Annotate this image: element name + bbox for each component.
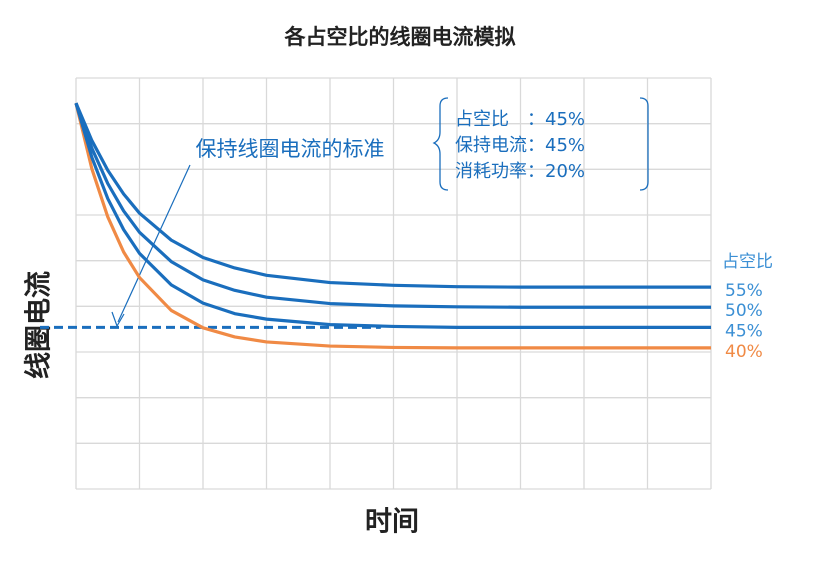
info-line: 占空比 ：45% xyxy=(455,109,585,130)
info-bracket-left xyxy=(432,97,449,191)
legend-label: 45% xyxy=(725,321,763,341)
annotation-arrow xyxy=(117,164,191,323)
info-bracket-right xyxy=(639,97,649,191)
series-line xyxy=(74,102,711,329)
series-line xyxy=(74,102,711,289)
info-line: 消耗功率：20% xyxy=(455,161,585,182)
series-line xyxy=(74,102,711,309)
info-line: 保持电流：45% xyxy=(455,135,585,156)
x-axis-label: 时间 xyxy=(365,507,419,538)
series-line xyxy=(74,102,711,350)
y-axis-label: 线圈电流 xyxy=(24,271,55,379)
grid xyxy=(75,77,712,490)
legend-title: 占空比 xyxy=(722,252,773,272)
chart-title: 各占空比的线圈电流模拟 xyxy=(284,25,516,49)
reference-label: 保持线圈电流的标准 xyxy=(196,137,385,161)
legend-label: 55% xyxy=(725,281,763,301)
legend-label: 50% xyxy=(725,301,763,321)
legend-label: 40% xyxy=(725,342,763,362)
